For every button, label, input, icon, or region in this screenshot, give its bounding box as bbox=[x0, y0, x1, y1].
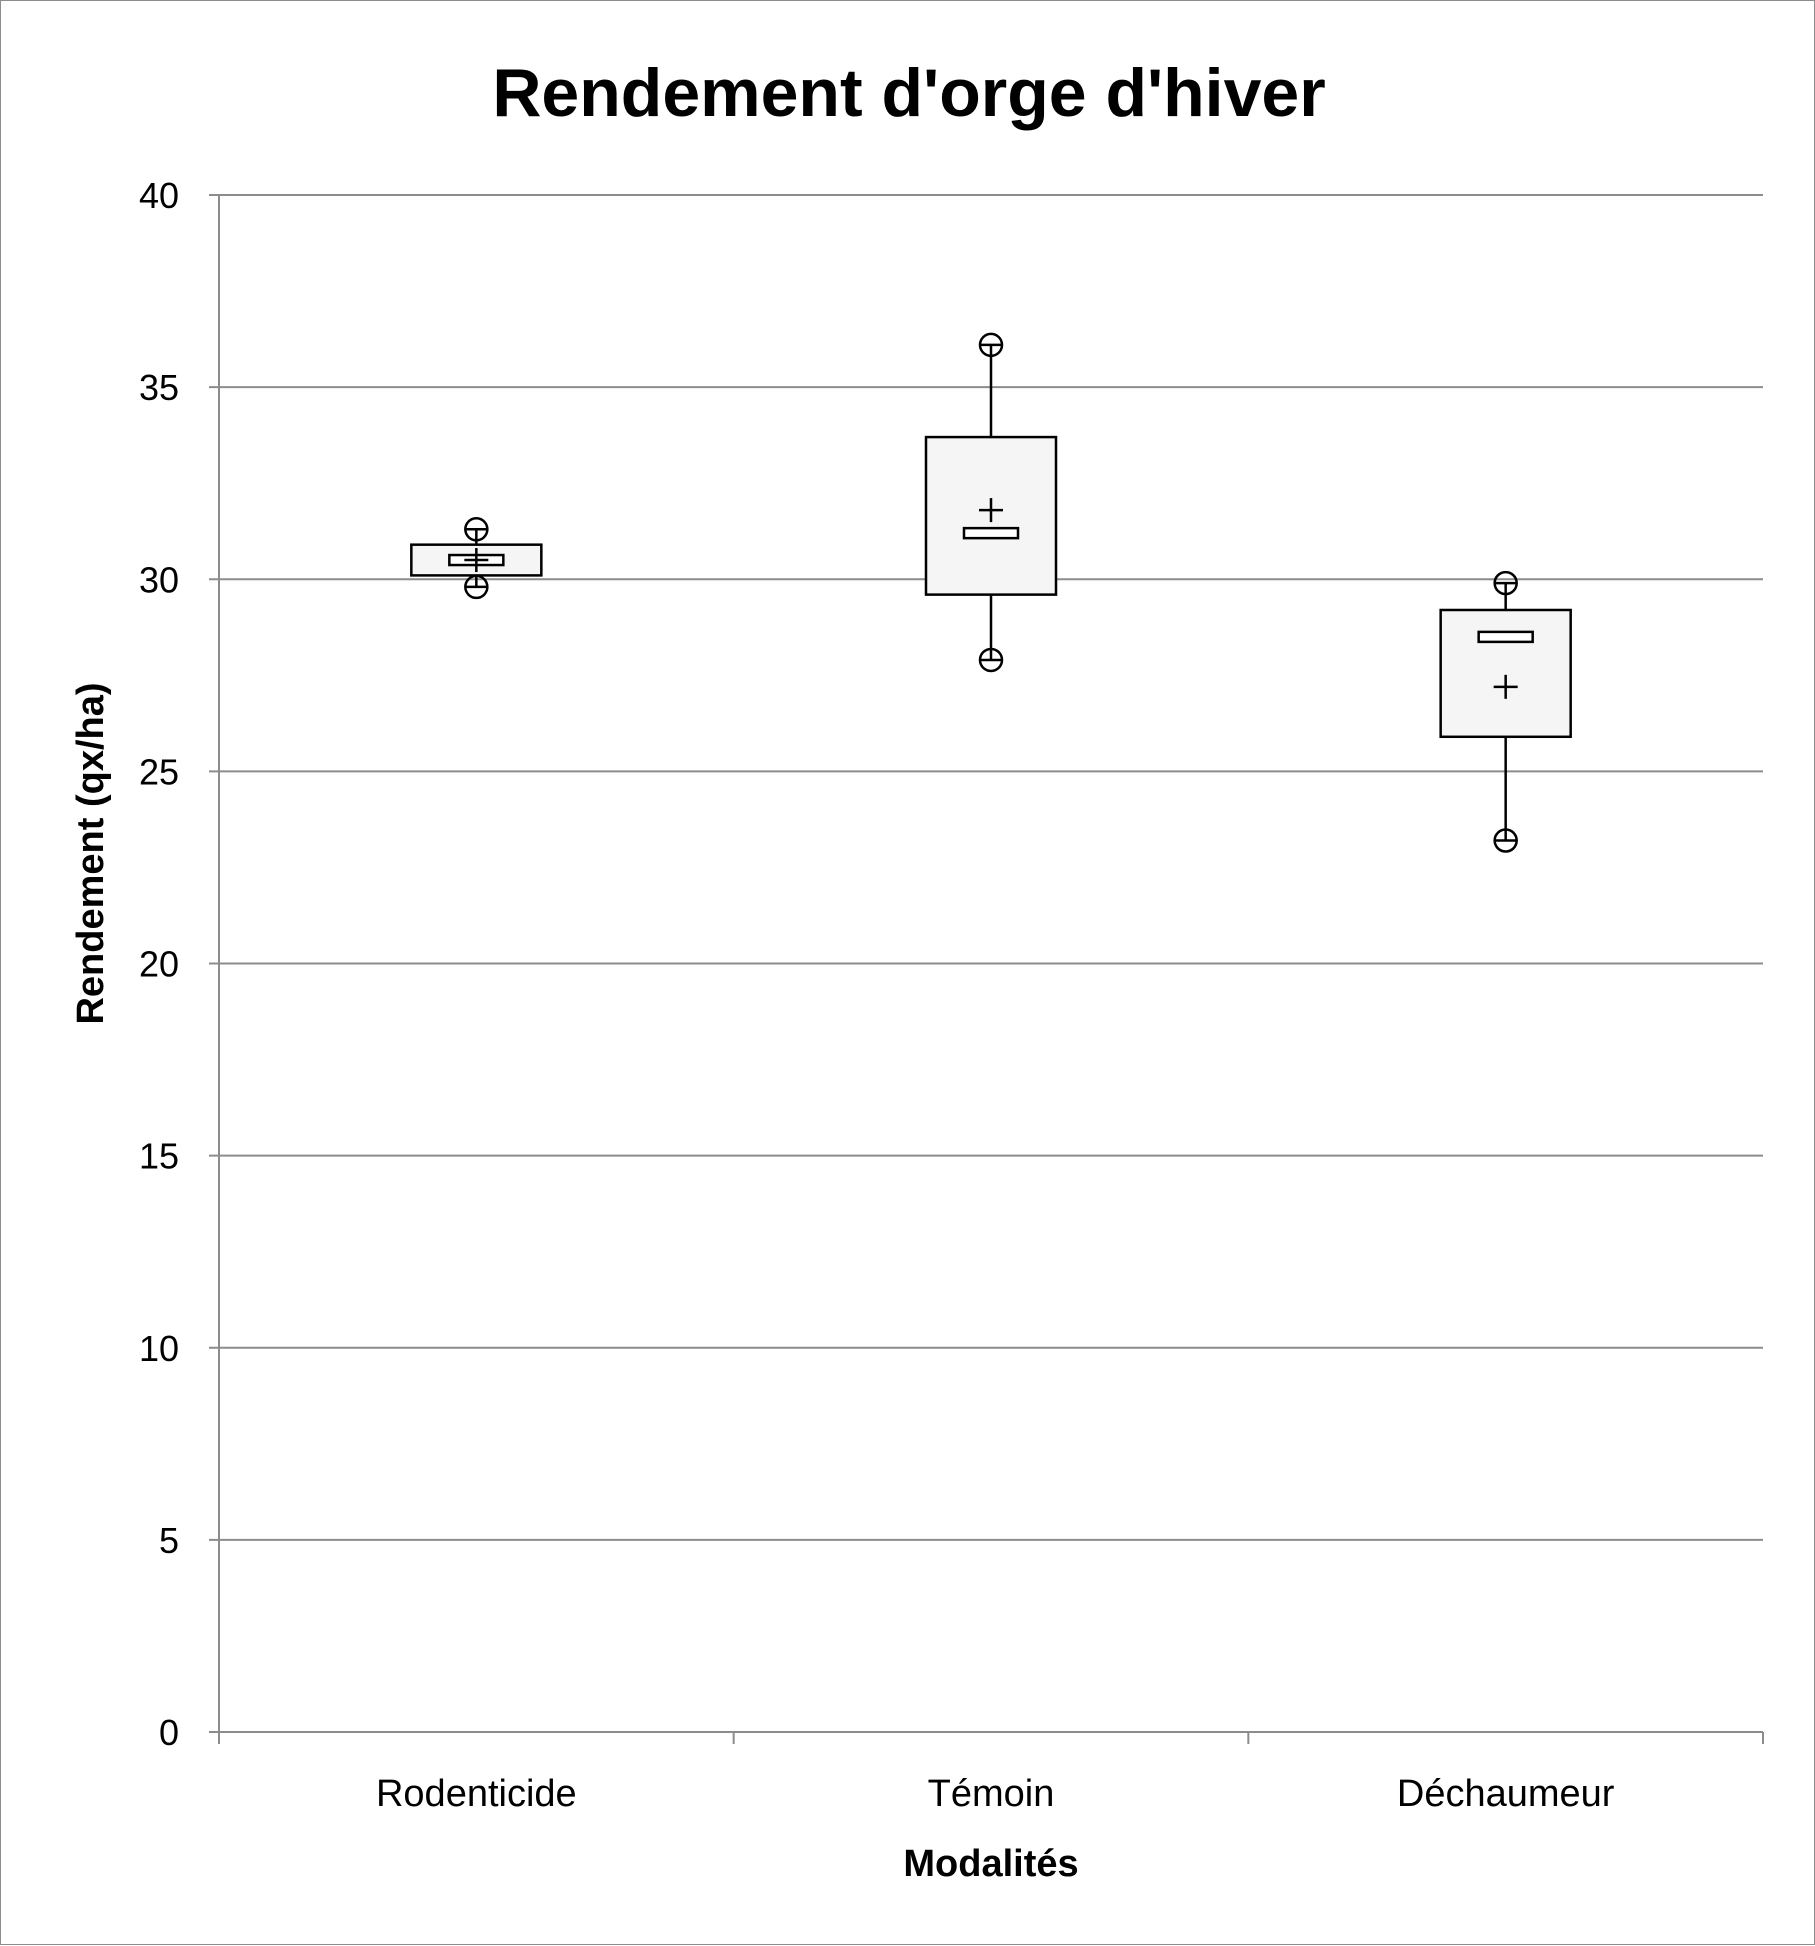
box-iqr bbox=[1439, 608, 1572, 739]
x-tick-label: Témoin bbox=[928, 1773, 1055, 1815]
y-tick-label: 20 bbox=[139, 944, 179, 985]
y-tick-label: 0 bbox=[159, 1712, 179, 1753]
box-témoin bbox=[924, 332, 1058, 673]
y-tick-label: 10 bbox=[139, 1328, 179, 1369]
boxes bbox=[410, 332, 1572, 853]
y-tick-label: 35 bbox=[139, 367, 179, 408]
axes: 0 5 10 15 20 25 30 35 40 Rodenticide Témoin Déchaum… bbox=[139, 175, 1764, 1815]
median-marker bbox=[1477, 630, 1534, 644]
y-axis-title: Rendement (qx/ha) bbox=[70, 682, 112, 1024]
y-tick-label: 30 bbox=[139, 559, 179, 600]
y-tick-label: 15 bbox=[139, 1136, 179, 1177]
y-tick-label: 5 bbox=[159, 1520, 179, 1561]
median-marker bbox=[962, 526, 1020, 540]
y-tick-label: 40 bbox=[139, 175, 179, 216]
box-rodenticide bbox=[410, 517, 543, 600]
box-déchaumeur bbox=[1439, 570, 1572, 853]
x-tick-label: Déchaumeur bbox=[1397, 1773, 1615, 1815]
x-axis-title: Modalités bbox=[903, 1843, 1078, 1885]
x-tick-label: Rodenticide bbox=[376, 1773, 577, 1815]
y-tick-label: 25 bbox=[139, 751, 179, 792]
chart-title: Rendement d'orge d'hiver bbox=[492, 55, 1325, 131]
